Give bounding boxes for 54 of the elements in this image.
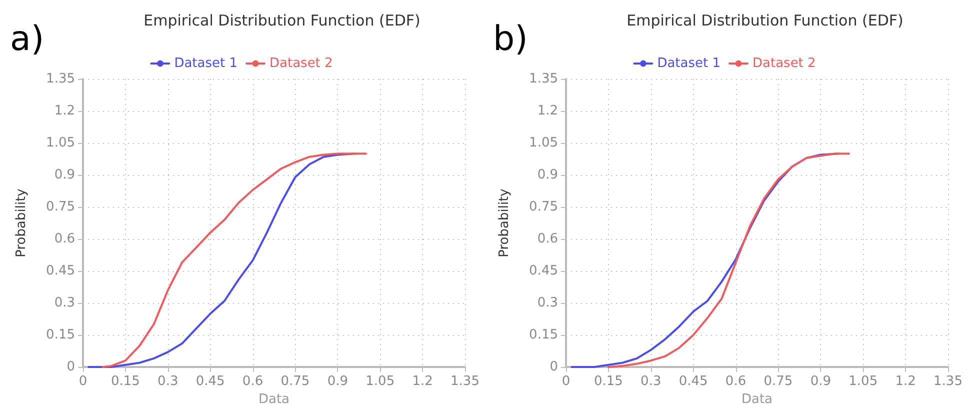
x-tick-label: 0.6 [242, 374, 264, 389]
y-tick-label: 0.6 [537, 232, 558, 246]
y-tick-label: 0.9 [54, 168, 75, 182]
x-tick-label: 0.75 [280, 374, 310, 389]
x-tick-label: 1.35 [934, 374, 962, 389]
x-tick-label: 1.35 [450, 374, 480, 389]
y-axis-title: Probability [497, 188, 512, 258]
y-tick-label: 0.6 [54, 232, 75, 246]
y-axis-title: Probability [14, 188, 29, 258]
x-tick-label: 0.3 [158, 374, 178, 389]
x-tick-label: 1.05 [848, 374, 878, 389]
x-tick-label: 1.2 [895, 374, 916, 389]
x-tick-label: 1.05 [366, 374, 395, 389]
legend-label: Dataset 1 [174, 56, 238, 71]
line-series [607, 152, 850, 368]
x-tick-label: 0.45 [196, 374, 225, 389]
y-tick-label: 0.15 [46, 328, 75, 342]
y-tick-label: 1.05 [46, 136, 75, 150]
x-tick-label: 0 [562, 374, 570, 389]
y-tick-label: 0.45 [529, 264, 558, 278]
text: a) [10, 19, 44, 59]
x-axis-title: Data [258, 392, 290, 407]
y-tick-label: 0 [550, 360, 558, 374]
x-tick-label: 0.9 [810, 374, 832, 389]
chart-title: Empirical Distribution Function (EDF) [626, 12, 904, 30]
y-tick-label: 0.15 [529, 328, 558, 342]
y-tick-label: 1.2 [537, 104, 558, 118]
x-tick-label: 0.75 [764, 374, 793, 389]
y-tick-label: 1.35 [46, 72, 75, 86]
y-tick-label: 1.35 [529, 72, 558, 86]
y-tick-label: 0 [66, 360, 75, 374]
text: b) [493, 19, 528, 59]
x-tick-label: 0.15 [594, 374, 623, 389]
legend-label: Dataset 1 [657, 56, 720, 71]
x-tick-label: 0.6 [725, 374, 746, 389]
y-tick-label: 0.75 [46, 200, 75, 214]
x-tick-label: 0 [78, 374, 88, 389]
x-tick-label: 0.15 [110, 374, 140, 389]
line-series [570, 152, 840, 368]
y-tick-label: 0.75 [529, 200, 558, 214]
y-tick-label: 0.3 [537, 296, 558, 310]
y-tick-label: 0.45 [46, 264, 75, 278]
y-tick-label: 1.2 [54, 104, 75, 118]
y-tick-label: 1.05 [529, 136, 558, 150]
x-tick-label: 0.9 [327, 374, 348, 389]
y-tick-label: 0.3 [54, 296, 75, 310]
legend-label: Dataset 2 [270, 56, 333, 71]
x-tick-label: 0.45 [678, 374, 708, 389]
legend-label: Dataset 2 [752, 56, 816, 71]
y-tick-label: 0.9 [537, 168, 558, 182]
x-tick-label: 1.2 [412, 374, 433, 389]
chart-title: Empirical Distribution Function (EDF) [144, 12, 420, 30]
x-axis-title: Data [741, 392, 773, 407]
x-tick-label: 0.3 [640, 374, 662, 389]
